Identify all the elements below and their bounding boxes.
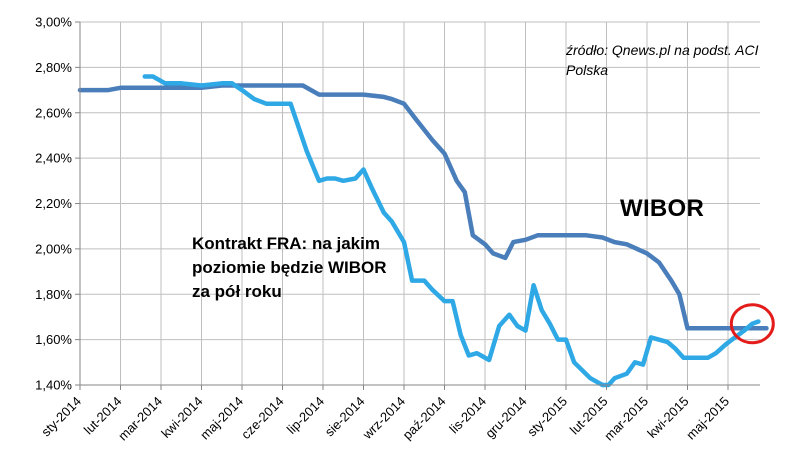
y-tick-label: 2,60% <box>35 105 72 120</box>
axes <box>75 21 760 390</box>
y-tick-label: 2,00% <box>35 241 72 256</box>
x-tick-label: mar-2015 <box>601 394 651 444</box>
x-tick-label: mar-2014 <box>115 394 165 444</box>
y-tick-label: 3,00% <box>35 15 72 30</box>
series-layer <box>77 74 769 388</box>
source-annotation: źródło: Qnews.pl na podst. ACI Polska <box>566 42 759 78</box>
x-tick-label: gru-2014 <box>482 394 529 441</box>
x-tick-label: sty-2014 <box>38 394 84 440</box>
y-tick-label: 1,80% <box>35 287 72 302</box>
highlight-circle <box>729 303 775 345</box>
fra-series-label: Kontrakt FRA: na jakim poziomie będzie W… <box>192 234 387 301</box>
wibor-series-line <box>77 83 769 331</box>
x-axis-labels: sty-2014lut-2014mar-2014kwi-2014maj-2014… <box>38 394 732 444</box>
fra-series-line <box>142 74 761 388</box>
y-tick-label: 2,40% <box>35 151 72 166</box>
x-tick-label: sty-2015 <box>524 394 570 440</box>
wibor-series-label: WIBOR <box>620 195 705 222</box>
y-tick-label: 1,60% <box>35 332 72 347</box>
x-tick-label: lip-2014 <box>284 394 327 437</box>
x-tick-label: wrz-2014 <box>359 394 408 443</box>
y-axis-labels: 3,00% 2,80% 2,60% 2,40% 2,20% 2,00% 1,80% 1,60%… <box>35 15 72 393</box>
highlight-layer <box>729 303 775 345</box>
y-tick-label: 2,80% <box>35 60 72 75</box>
x-tick-label: cze-2014 <box>238 394 286 442</box>
x-tick-label: paź-2014 <box>400 394 449 443</box>
x-tick-label: maj-2015 <box>683 394 732 443</box>
x-tick-label: maj-2014 <box>197 394 246 443</box>
y-tick-label: 1,40% <box>35 378 72 393</box>
y-tick-label: 2,20% <box>35 196 72 211</box>
